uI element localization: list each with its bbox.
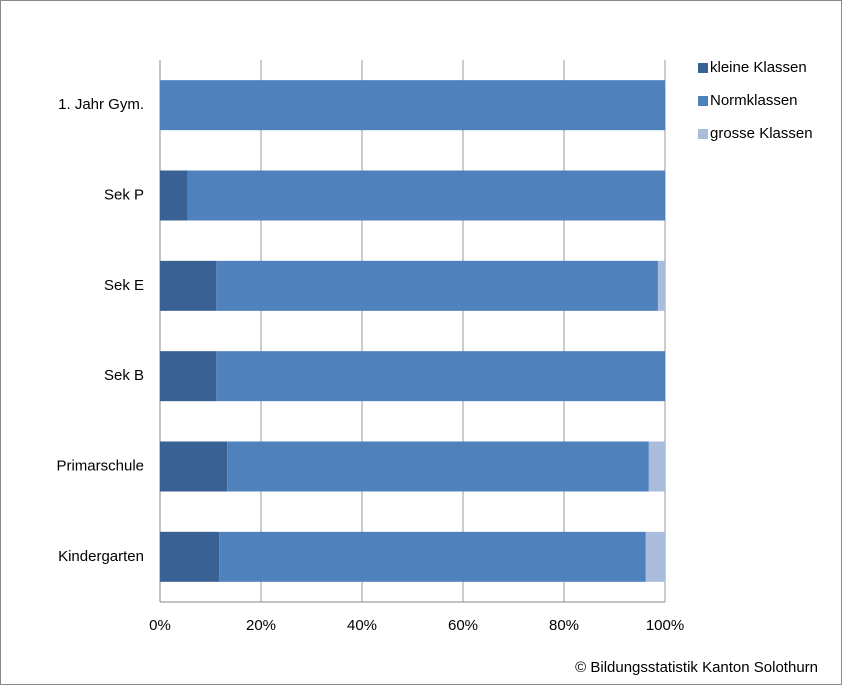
bar-segment xyxy=(187,170,665,221)
x-tick-label: 60% xyxy=(448,617,478,634)
x-tick-label: 100% xyxy=(646,617,684,634)
y-tick-label: Sek P xyxy=(104,186,144,203)
y-tick-label: 1. Jahr Gym. xyxy=(58,96,144,113)
bar-segment xyxy=(160,170,188,221)
x-tick-label: 40% xyxy=(347,617,377,634)
x-tick-label: 80% xyxy=(549,617,579,634)
legend-label: grosse Klassen xyxy=(710,125,813,142)
legend-label: kleine Klassen xyxy=(710,59,807,76)
y-tick-label: Primarschule xyxy=(56,457,144,474)
bar-segment xyxy=(645,531,665,582)
bar-segment xyxy=(160,80,665,131)
y-tick-label: Kindergarten xyxy=(58,548,144,565)
legend-label: Normklassen xyxy=(710,92,798,109)
x-tick-label: 0% xyxy=(149,617,171,634)
bar-segment xyxy=(216,351,665,402)
legend-swatch xyxy=(698,63,708,73)
bar-segment xyxy=(648,441,665,492)
y-tick-label: Sek B xyxy=(104,367,144,384)
y-tick-label: Sek E xyxy=(104,277,144,294)
bar-segment xyxy=(160,441,228,492)
bar-segment xyxy=(160,351,217,402)
legend-swatch xyxy=(698,96,708,106)
bar-segment xyxy=(227,441,649,492)
source-note: © Bildungsstatistik Kanton Solothurn xyxy=(575,659,818,676)
legend-swatch xyxy=(698,129,708,139)
x-tick-label: 20% xyxy=(246,617,276,634)
bar-segment xyxy=(160,531,220,582)
bar-segment xyxy=(657,260,665,311)
bar-segment xyxy=(219,531,646,582)
bar-segment xyxy=(216,260,658,311)
bar-segment xyxy=(160,260,217,311)
